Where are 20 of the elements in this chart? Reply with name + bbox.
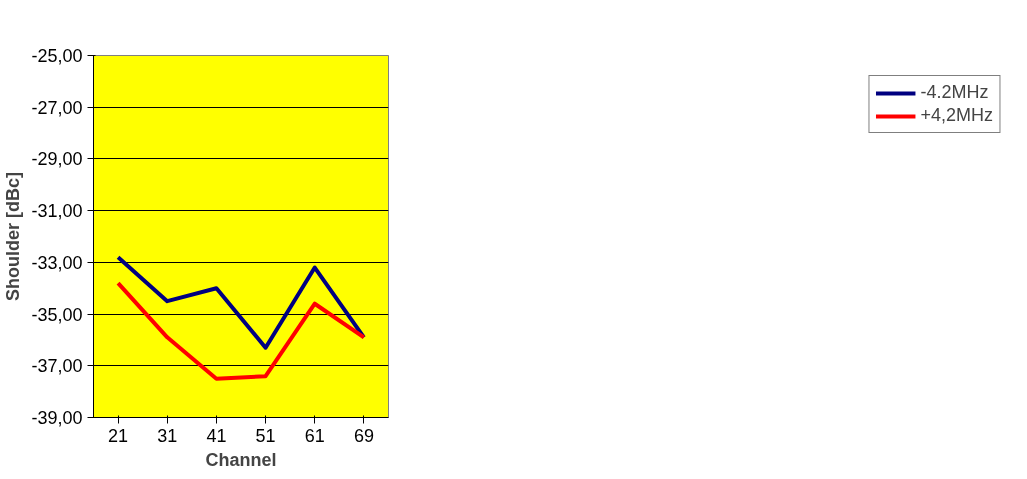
y-axis-title: Shoulder [dBc] [3, 172, 24, 301]
x-tick-label: 69 [353, 425, 374, 446]
x-tick-label: 51 [255, 425, 276, 446]
x-tick-label: 31 [157, 425, 178, 446]
y-tick-label: -37,00 [31, 356, 83, 377]
y-tick-label: -29,00 [31, 149, 83, 170]
x-tick-label: 41 [206, 425, 227, 446]
line-series [116, 255, 366, 350]
y-tick-label: -31,00 [31, 201, 83, 222]
line-series [116, 281, 366, 381]
legend-label: -4.2MHz [920, 82, 989, 103]
y-tick-label: -25,00 [31, 46, 83, 66]
legend-label: +4,2MHz [920, 105, 993, 126]
x-axis-title: Channel [205, 449, 277, 470]
y-tick-label: -39,00 [31, 408, 83, 428]
y-tick-label: -27,00 [31, 97, 83, 118]
x-tick-label: 21 [108, 425, 129, 446]
x-tick-label: 61 [304, 425, 325, 446]
y-tick-label: -35,00 [31, 304, 83, 325]
y-tick-label: -33,00 [31, 252, 83, 273]
